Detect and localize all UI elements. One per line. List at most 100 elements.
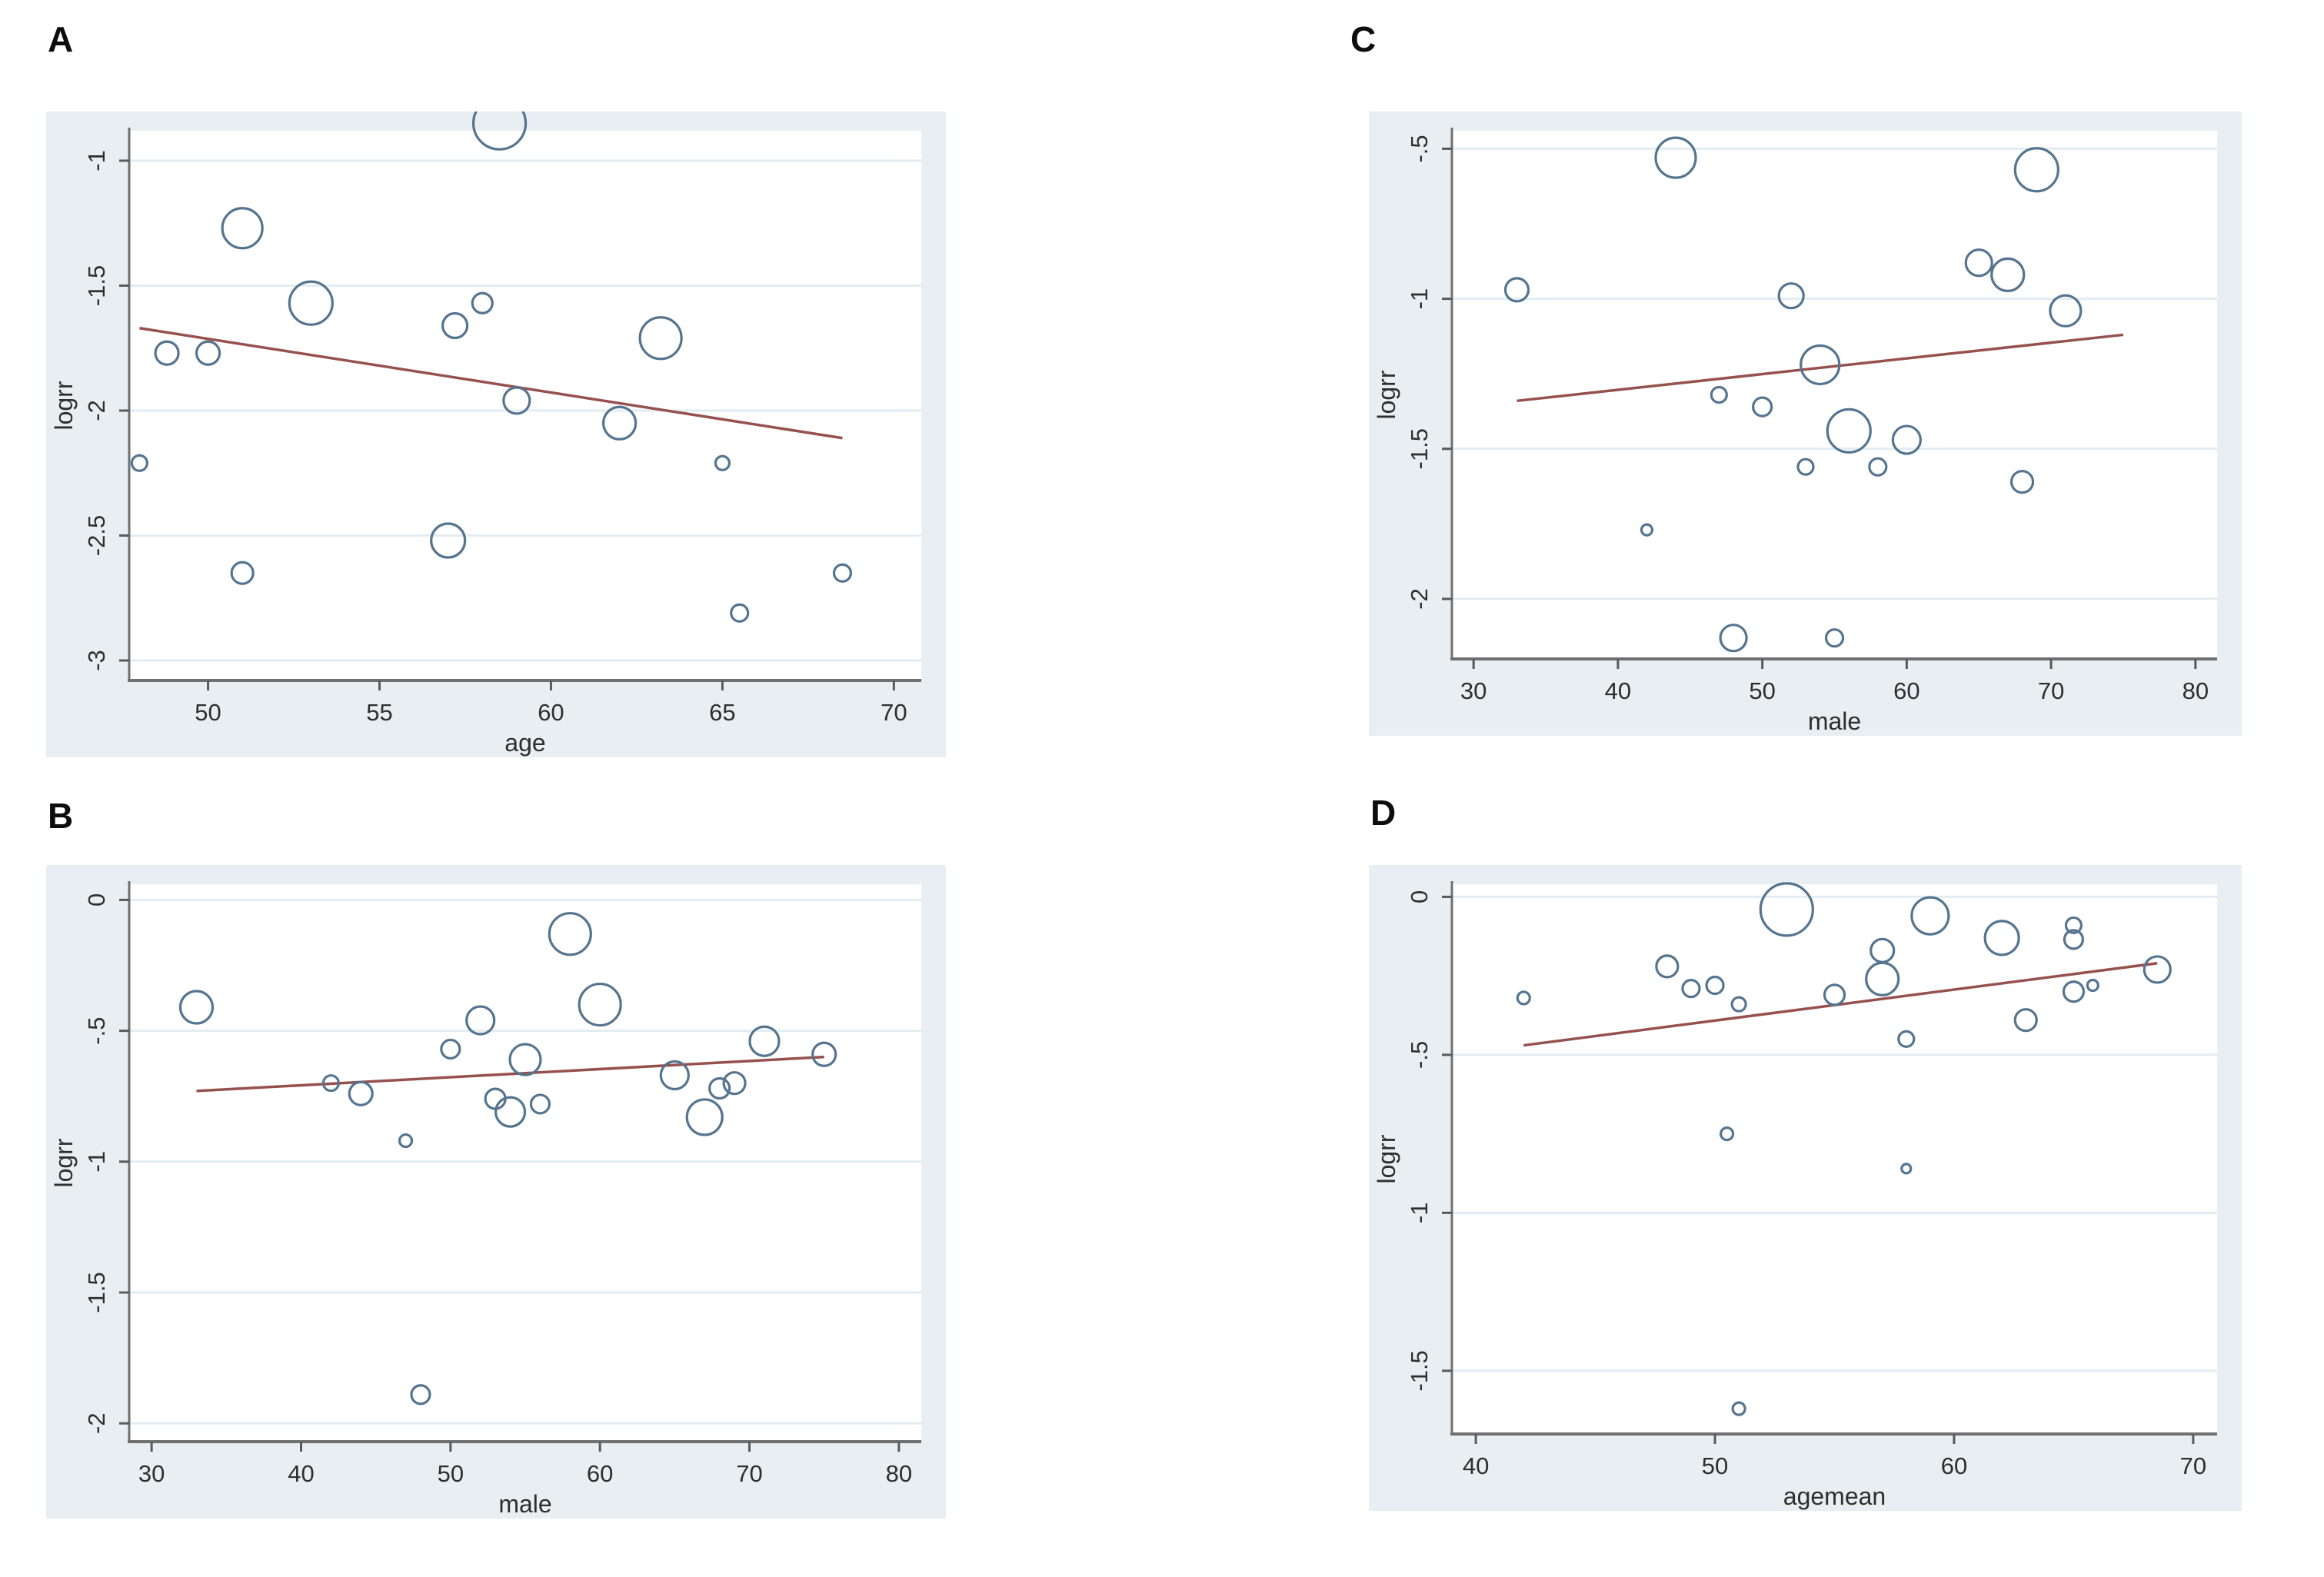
bubble: [288, 280, 334, 326]
x-tick-label: 50: [438, 1460, 464, 1487]
panel-label-a: A: [48, 19, 74, 59]
bubble: [1891, 424, 1922, 455]
bubble: [471, 291, 494, 314]
x-tick-label: 70: [736, 1460, 762, 1487]
bubble: [130, 454, 148, 472]
y-tick-label: 0: [83, 893, 110, 907]
bubble: [508, 1043, 542, 1076]
panel-a-bubble-plot: 50 55 60 65 70 -1 -1.5 -2 -2.5 -3 age logrr: [46, 111, 946, 757]
bubble: [471, 111, 528, 151]
x-tick-label: 50: [1702, 1452, 1728, 1479]
bubble: [430, 522, 467, 559]
y-tick-label: -1.5: [1406, 428, 1433, 469]
bubble: [1655, 954, 1680, 979]
x-tick-label: 70: [2180, 1452, 2206, 1479]
x-tick-label: 65: [709, 699, 735, 726]
panel-label-b: B: [48, 796, 74, 836]
bubble: [714, 454, 731, 471]
x-tick-label: 30: [138, 1460, 165, 1487]
x-tick-label: 70: [881, 699, 907, 726]
bubble: [722, 1071, 747, 1096]
bubble: [602, 405, 638, 441]
bubble: [410, 1384, 431, 1406]
panel-d-chart-svg: 40 50 60 70 0 -.5 -1 -1.5 agemean logrr: [1369, 865, 2242, 1511]
bubble: [1868, 457, 1888, 477]
bubble: [529, 1093, 551, 1115]
x-tick-label: 60: [538, 699, 564, 726]
bubble: [502, 386, 531, 415]
x-tick-label: 80: [886, 1460, 912, 1487]
bubble: [1730, 996, 1747, 1013]
x-tick-label: 70: [2038, 677, 2064, 704]
x-tick-label: 60: [1941, 1452, 1967, 1479]
y-tick-label: -1.5: [83, 265, 110, 306]
x-tick-label: 80: [2182, 677, 2209, 704]
bubble: [1777, 282, 1805, 310]
y-tick-label: -1: [83, 150, 110, 171]
bubble: [1865, 961, 1900, 996]
bubble: [1681, 979, 1701, 999]
bubble: [1705, 975, 1725, 996]
bubble: [832, 563, 853, 583]
bubble: [2086, 978, 2099, 993]
bubble: [1752, 396, 1773, 418]
panel-b-bubble-plot: 30 40 50 60 70 80 0 -.5 -1 -1.5 -2 male logrr: [46, 865, 946, 1519]
y-tick-label: -2: [83, 400, 110, 421]
panel-b-chart-svg: 30 40 50 60 70 80 0 -.5 -1 -1.5 -2 male logrr: [46, 865, 946, 1519]
bubble: [1823, 983, 1846, 1006]
y-tick-label: -1.5: [1406, 1350, 1433, 1391]
y-tick-label: 0: [1406, 890, 1433, 903]
bubble: [1731, 1401, 1746, 1416]
bubble: [1800, 344, 1841, 386]
y-tick-label: -.5: [1406, 1041, 1433, 1069]
bubble: [321, 1074, 340, 1093]
bubble: [348, 1080, 374, 1106]
plot-background: [129, 131, 921, 680]
bubble: [1796, 457, 1815, 476]
x-tick-label: 40: [288, 1460, 314, 1487]
bubble: [2013, 147, 2059, 193]
y-tick-label: -.5: [1406, 135, 1433, 162]
x-axis-title: male: [1808, 707, 1861, 735]
x-tick-label: 60: [587, 1460, 613, 1487]
y-tick-label: -1: [83, 1151, 110, 1173]
x-tick-label: 40: [1463, 1452, 1489, 1479]
x-axis-title: age: [504, 729, 545, 757]
bubble: [1503, 277, 1530, 303]
bubble: [748, 1025, 781, 1057]
bubble: [1719, 1126, 1735, 1142]
bubble: [2063, 929, 2085, 950]
bubble: [1516, 990, 1531, 1006]
bubble: [2064, 916, 2083, 935]
x-tick-label: 50: [195, 699, 221, 726]
bubble: [1897, 1030, 1916, 1048]
y-tick-label: -1: [1406, 1203, 1433, 1224]
y-tick-label: -1: [1406, 288, 1433, 310]
bubble: [708, 1076, 731, 1100]
regression-line: [1517, 333, 2124, 403]
bubble: [638, 316, 683, 361]
bubble: [578, 982, 622, 1027]
bubble: [154, 340, 180, 366]
y-tick-label: -1.5: [83, 1272, 110, 1313]
bubble: [494, 1096, 527, 1128]
bubble: [1983, 920, 2020, 957]
bubble: [2143, 955, 2172, 984]
bubble: [1824, 628, 1845, 648]
panel-label-c: C: [1350, 19, 1377, 59]
bubble: [730, 603, 750, 623]
y-axis-title: logrr: [1373, 370, 1400, 419]
regression-line: [139, 327, 843, 440]
bubble: [2013, 1008, 2038, 1033]
bubble: [1640, 523, 1654, 537]
bubble: [440, 1038, 461, 1060]
y-tick-label: -.5: [83, 1017, 110, 1045]
bubble: [398, 1133, 414, 1149]
x-tick-label: 60: [1893, 677, 1919, 704]
bubble: [1719, 624, 1748, 653]
x-tick-label: 40: [1605, 677, 1631, 704]
bubble: [548, 912, 592, 957]
bubble: [659, 1060, 690, 1091]
y-axis-title: logrr: [1373, 1134, 1400, 1183]
